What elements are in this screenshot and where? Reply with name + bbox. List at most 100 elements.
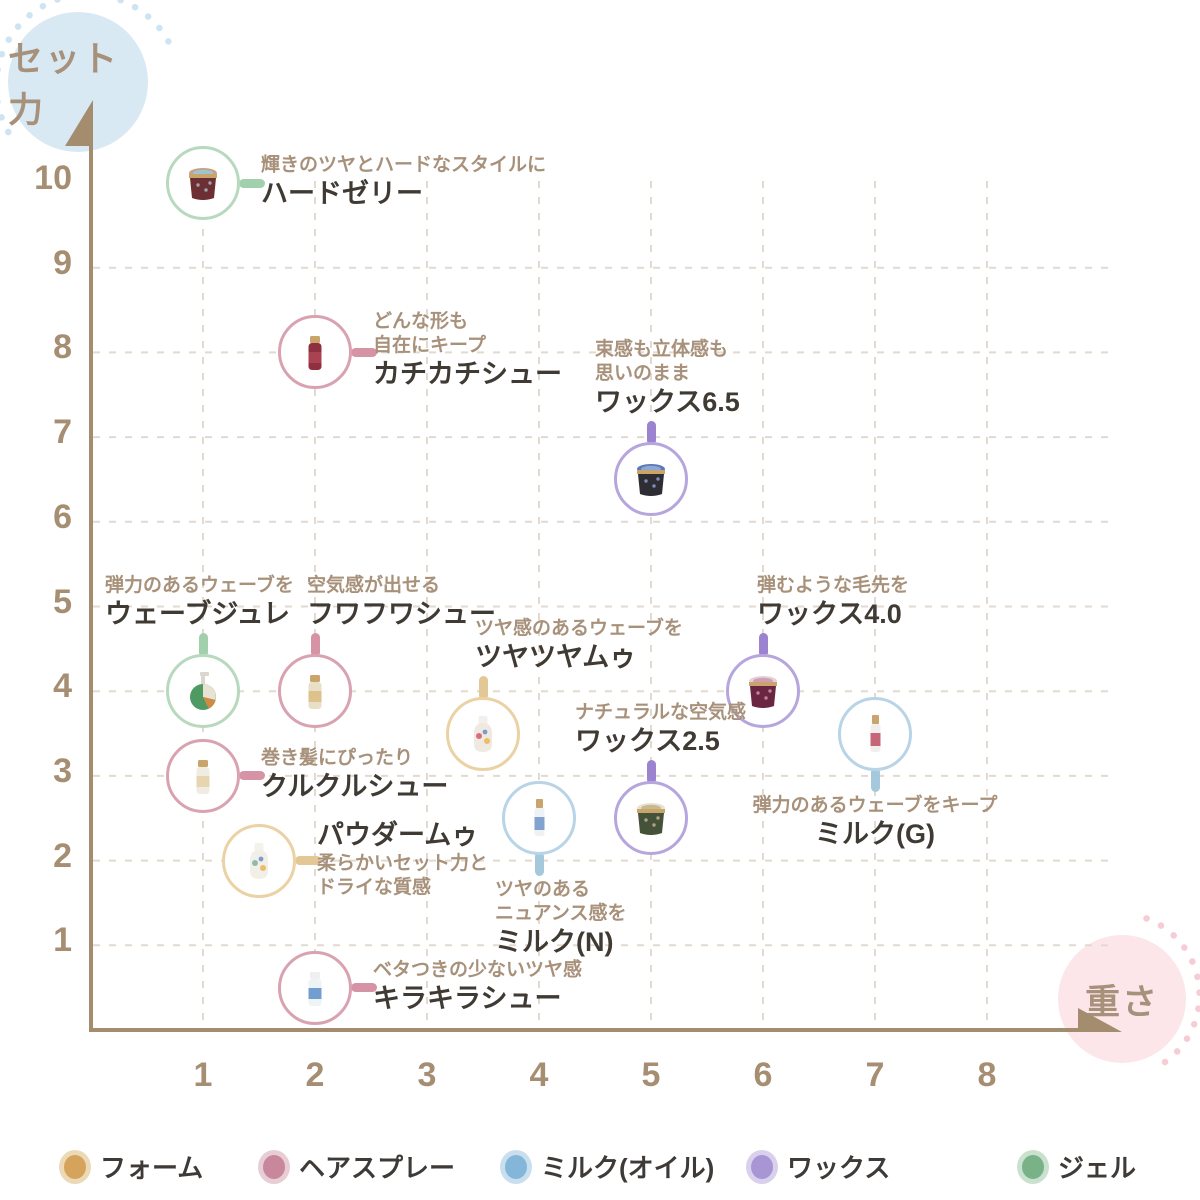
product-name: ワックス2.5: [575, 726, 720, 757]
product-slim-icon: [534, 799, 545, 837]
x-tick-label: 2: [305, 1056, 325, 1094]
label-connector: [198, 633, 208, 658]
legend-item-foam: フォーム: [64, 1148, 203, 1185]
product-name: ハードゼリー: [261, 178, 423, 209]
product-spray-icon: [196, 759, 210, 794]
product-desc: 柔らかいセット力と: [317, 852, 489, 874]
x-axis-title: 重さ: [1084, 982, 1159, 1022]
product-label-kurukuru-shu: 巻き髪にぴったり クルクルシュー: [261, 746, 448, 803]
y-tick-label: 8: [53, 328, 72, 367]
product-jar-icon: [749, 676, 777, 709]
x-tick-label: 5: [641, 1056, 661, 1094]
product-name: クルクルシュー: [261, 771, 449, 802]
y-tick-label: 1: [53, 921, 72, 960]
legend-label: ジェル: [1058, 1153, 1137, 1183]
product-marker-kachikachi-shu: [278, 315, 352, 390]
product-label-powder-mu: パウダームゥ 柔らかいセット力と ドライな質感: [317, 818, 488, 899]
x-tick-label: 6: [753, 1056, 773, 1094]
x-axis-title-bubble: 重さ: [1058, 935, 1186, 1063]
product-desc: ベタつきの少ないツヤ感: [373, 959, 583, 981]
product-marker-wax-6-5: [614, 442, 688, 517]
label-connector: [295, 856, 321, 866]
y-tick-label: 10: [34, 159, 72, 197]
y-tick-label: 5: [53, 582, 72, 621]
product-slim-icon: [870, 714, 881, 752]
product-label-wave-jule: 弾力のあるウェーブを ウェーブジュレ: [105, 574, 294, 631]
product-marker-hard-jelly: [166, 146, 240, 220]
product-marker-kurukuru-shu: [166, 738, 240, 813]
product-spray-icon: [308, 336, 322, 371]
product-desc: ナチュラルな空気感: [575, 702, 747, 724]
product-label-kachikachi-shu: どんな形も 自在にキープ カチカチシュー: [373, 310, 562, 391]
label-connector: [478, 675, 488, 700]
product-marker-wax-2-5: [614, 781, 688, 856]
label-connector: [239, 178, 265, 188]
product-label-kirakira-shu: ベタつきの少ないツヤ感 キラキラシュー: [373, 958, 582, 1015]
product-desc: ツヤのある: [495, 879, 591, 901]
product-jar-icon: [637, 464, 665, 497]
product-name: パウダームゥ: [317, 819, 479, 850]
product-label-hard-jelly: 輝きのツヤとハードなスタイルに ハードゼリー: [261, 153, 546, 210]
y-tick-label: 6: [53, 497, 72, 536]
product-desc: 自在にキープ: [373, 335, 486, 357]
product-desc: 思いのまま: [595, 363, 691, 385]
legend: フォーム ヘアスプレー ミルク(オイル) ワックス ジェル: [0, 1144, 1200, 1184]
product-name: カチカチシュー: [373, 359, 562, 390]
y-tick-label: 4: [53, 667, 72, 706]
product-label-wax-4-0: 弾むような毛先を ワックス4.0: [757, 574, 909, 631]
product-desc: ドライな質感: [317, 876, 432, 898]
wax-dot-icon: [751, 1154, 773, 1179]
product-marker-wax-4-0: [726, 654, 800, 729]
product-label-wax-6-5: 束感も立体感も 思いのまま ワックス6.5: [595, 338, 740, 419]
product-desc: 空気感が出せる: [307, 575, 441, 597]
product-name: ワックス4.0: [757, 599, 902, 630]
product-label-milk-n: ツヤのある ニュアンス感を ミルク(N): [495, 878, 626, 959]
legend-item-gel: ジェル: [1022, 1148, 1136, 1185]
label-connector: [758, 633, 768, 658]
legend-item-milk: ミルク(オイル): [505, 1148, 714, 1185]
x-axis-arrow-icon: [1078, 1008, 1122, 1032]
x-tick-label: 8: [977, 1056, 997, 1094]
x-tick-label: 3: [417, 1056, 437, 1094]
x-tick-label: 7: [865, 1056, 885, 1094]
product-marker-fuwafuwa-shu: [278, 654, 352, 729]
product-label-wax-2-5: ナチュラルな空気感 ワックス2.5: [575, 701, 746, 758]
foam-dot-icon: [64, 1154, 86, 1179]
label-connector: [351, 347, 377, 357]
product-jar-icon: [637, 803, 665, 836]
y-tick-label: 3: [53, 751, 72, 790]
product-marker-kirakira-shu: [278, 950, 352, 1025]
product-desc: 弾力のあるウェーブをキープ: [752, 794, 998, 816]
legend-label: ヘアスプレー: [299, 1153, 456, 1183]
legend-label: ワックス: [787, 1153, 891, 1183]
product-marker-wave-jule: [166, 654, 240, 729]
product-label-tsuyatsuya-mu: ツヤ感のあるウェーブを ツヤツヤムゥ: [475, 617, 683, 674]
product-desc: 輝きのツヤとハードなスタイルに: [261, 154, 547, 176]
product-name: ミルク(N): [495, 927, 614, 958]
y-tick-label: 7: [53, 413, 72, 452]
label-connector: [534, 852, 544, 877]
legend-label: フォーム: [100, 1153, 204, 1183]
product-desc: ニュアンス感を: [495, 903, 627, 925]
label-connector: [351, 983, 377, 993]
product-desc: 巻き髪にぴったり: [261, 747, 414, 769]
product-label-milk-g: 弾力のあるウェーブをキープ ミルク(G): [705, 794, 1045, 851]
product-marker-tsuyatsuya-mu: [446, 696, 520, 771]
product-spray-icon: [308, 675, 322, 710]
product-desc: 弾力のあるウェーブを: [105, 575, 294, 597]
product-marker-milk-n: [502, 781, 576, 856]
product-bottle-icon: [474, 715, 492, 752]
y-tick-label: 2: [53, 836, 72, 875]
spray-dot-icon: [263, 1154, 285, 1179]
product-pump-icon: [190, 672, 216, 711]
product-label-fuwafuwa-shu: 空気感が出せる フワフワシュー: [307, 574, 496, 631]
product-name: キラキラシュー: [373, 983, 562, 1014]
label-connector: [239, 771, 265, 781]
y-axis-title: セット力: [8, 40, 120, 130]
legend-label: ミルク(オイル): [541, 1153, 715, 1183]
product-spray-icon: [308, 971, 322, 1006]
product-name: ワックス6.5: [595, 387, 740, 418]
product-bottle-icon: [250, 842, 268, 879]
